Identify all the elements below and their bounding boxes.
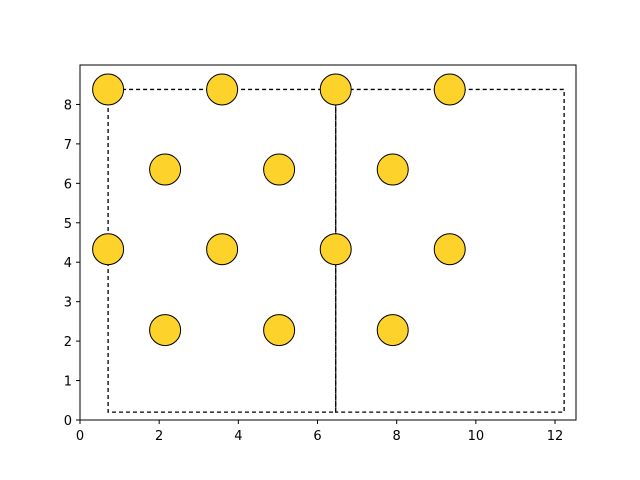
- y-tick-label: 5: [64, 217, 72, 232]
- x-tick-label: 8: [393, 429, 401, 444]
- point: [319, 233, 352, 266]
- point: [149, 153, 182, 186]
- x-tick-label: 6: [313, 429, 321, 444]
- y-tick-label: 1: [64, 375, 72, 390]
- x-tick-label: 4: [234, 429, 242, 444]
- point: [263, 314, 296, 347]
- point: [92, 233, 125, 266]
- y-tick-label: 3: [64, 296, 72, 311]
- x-tick-label: 2: [155, 429, 163, 444]
- point: [149, 314, 182, 347]
- point: [206, 73, 239, 106]
- y-tick-label: 0: [64, 414, 72, 429]
- x-tick-label: 10: [468, 429, 485, 444]
- point: [206, 233, 239, 266]
- point: [433, 233, 466, 266]
- y-tick-label: 6: [64, 177, 72, 192]
- point: [376, 314, 409, 347]
- point: [433, 73, 466, 106]
- point: [263, 153, 296, 186]
- plot-frame: [79, 64, 577, 421]
- point: [376, 153, 409, 186]
- point: [92, 73, 125, 106]
- y-tick-label: 4: [64, 256, 72, 271]
- y-tick-label: 7: [64, 138, 72, 153]
- x-tick-label: 0: [76, 429, 84, 444]
- point: [319, 73, 352, 106]
- x-tick-label: 12: [547, 429, 564, 444]
- y-tick-label: 8: [64, 98, 72, 113]
- y-tick-label: 2: [64, 335, 72, 350]
